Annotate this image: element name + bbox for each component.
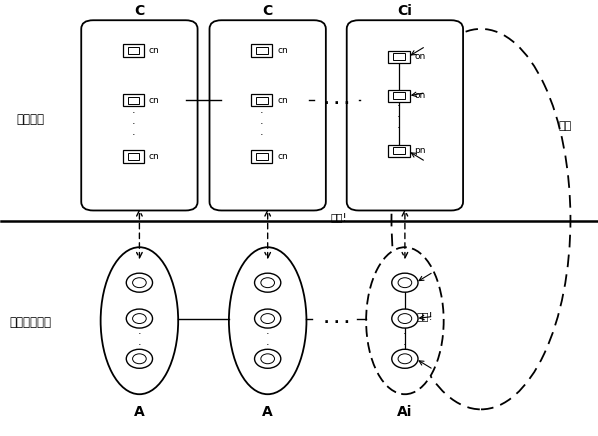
Text: Ci: Ci (398, 4, 413, 18)
FancyBboxPatch shape (393, 54, 405, 61)
Circle shape (261, 354, 274, 364)
Circle shape (255, 309, 281, 328)
FancyBboxPatch shape (127, 47, 139, 54)
Text: cn: cn (277, 46, 288, 55)
FancyBboxPatch shape (127, 153, 139, 160)
Circle shape (392, 349, 418, 368)
Ellipse shape (366, 247, 444, 394)
FancyBboxPatch shape (256, 153, 268, 160)
FancyBboxPatch shape (347, 20, 463, 211)
Ellipse shape (100, 247, 178, 394)
Text: C: C (135, 4, 145, 18)
Circle shape (133, 278, 147, 288)
FancyBboxPatch shape (123, 150, 144, 163)
Text: 计算集群: 计算集群 (17, 113, 44, 126)
FancyBboxPatch shape (209, 20, 326, 211)
FancyBboxPatch shape (251, 44, 273, 57)
Text: 深度神经网络: 深度神经网络 (10, 317, 51, 329)
Circle shape (126, 349, 152, 368)
Ellipse shape (229, 247, 306, 394)
Text: cn: cn (277, 152, 288, 161)
FancyBboxPatch shape (256, 97, 268, 104)
Circle shape (392, 309, 418, 328)
FancyBboxPatch shape (123, 94, 144, 106)
Text: ·
·
·: · · · (132, 108, 135, 140)
Circle shape (392, 273, 418, 292)
Text: ·
·
·: · · · (266, 319, 270, 350)
FancyBboxPatch shape (127, 97, 139, 104)
FancyBboxPatch shape (393, 147, 405, 154)
Text: on: on (414, 92, 426, 100)
Text: ·
·
·: · · · (138, 319, 141, 350)
Text: C: C (263, 4, 273, 18)
Text: . . .: . . . (324, 312, 349, 326)
Text: cn: cn (277, 96, 288, 105)
FancyBboxPatch shape (256, 47, 268, 54)
Text: 对应!: 对应! (331, 212, 347, 222)
Text: A: A (134, 405, 145, 419)
Text: ·
·
·: · · · (403, 319, 407, 350)
Text: cn: cn (149, 152, 160, 161)
Circle shape (133, 354, 147, 364)
Text: ·
·
·: · · · (397, 101, 401, 133)
FancyBboxPatch shape (388, 90, 410, 102)
Circle shape (126, 309, 152, 328)
FancyBboxPatch shape (251, 150, 273, 163)
Text: Ai: Ai (397, 405, 413, 419)
Text: ·
·
·: · · · (260, 108, 264, 140)
Circle shape (398, 278, 412, 288)
Text: on: on (414, 52, 426, 61)
Text: cn: cn (149, 96, 160, 105)
Circle shape (261, 278, 274, 288)
Text: 对应: 对应 (559, 121, 572, 131)
Circle shape (398, 354, 412, 364)
FancyBboxPatch shape (81, 20, 197, 211)
Text: cn: cn (149, 46, 160, 55)
Circle shape (261, 313, 274, 324)
FancyBboxPatch shape (393, 92, 405, 99)
FancyBboxPatch shape (388, 51, 410, 63)
Text: A: A (263, 405, 273, 419)
Circle shape (398, 313, 412, 324)
Circle shape (126, 273, 152, 292)
Circle shape (255, 349, 281, 368)
Text: 对应!: 对应! (417, 311, 434, 321)
Circle shape (255, 273, 281, 292)
Text: . . .: . . . (324, 93, 349, 107)
FancyBboxPatch shape (123, 44, 144, 57)
FancyBboxPatch shape (388, 145, 410, 157)
Text: pn: pn (414, 146, 426, 155)
FancyBboxPatch shape (251, 94, 273, 106)
Circle shape (133, 313, 147, 324)
